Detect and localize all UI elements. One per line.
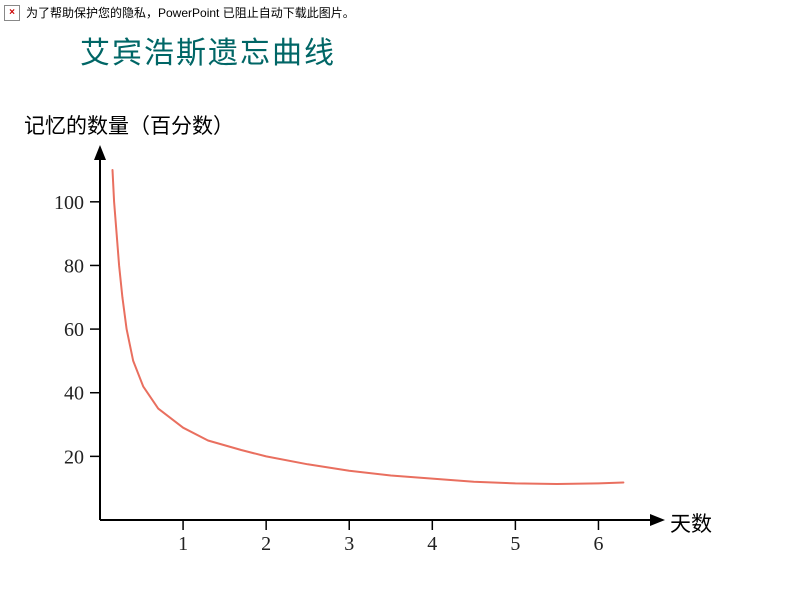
x-tick-label: 1 bbox=[178, 533, 188, 555]
x-tick-label: 4 bbox=[427, 533, 437, 555]
x-tick-label: 3 bbox=[344, 533, 354, 555]
broken-image-icon: × bbox=[4, 5, 20, 21]
x-tick-label: 2 bbox=[261, 533, 271, 555]
privacy-notice-bar: × 为了帮助保护您的隐私，PowerPoint 已阻止自动下载此图片。 bbox=[4, 4, 355, 21]
forgetting-curve-chart: 记忆的数量（百分数） 天数 20 40 60 80 100 1 2 3 4 5 6 bbox=[20, 110, 740, 580]
chart-svg: 20 40 60 80 100 1 2 3 4 5 6 bbox=[20, 110, 740, 580]
y-tick-label: 20 bbox=[64, 446, 84, 468]
y-axis-arrow bbox=[94, 145, 106, 160]
x-tick-label: 6 bbox=[593, 533, 603, 555]
x-tick-label: 5 bbox=[510, 533, 520, 555]
x-axis-arrow bbox=[650, 514, 665, 526]
y-tick-label: 80 bbox=[64, 255, 84, 277]
x-axis-title: 天数 bbox=[670, 508, 712, 538]
y-tick-label: 60 bbox=[64, 319, 84, 341]
forgetting-curve-line bbox=[113, 170, 624, 484]
y-tick-label: 40 bbox=[64, 383, 84, 405]
y-axis-title: 记忆的数量（百分数） bbox=[24, 110, 234, 140]
page-title: 艾宾浩斯遗忘曲线 bbox=[80, 28, 336, 72]
y-tick-label: 100 bbox=[54, 192, 84, 214]
privacy-notice-text: 为了帮助保护您的隐私，PowerPoint 已阻止自动下载此图片。 bbox=[26, 4, 355, 21]
